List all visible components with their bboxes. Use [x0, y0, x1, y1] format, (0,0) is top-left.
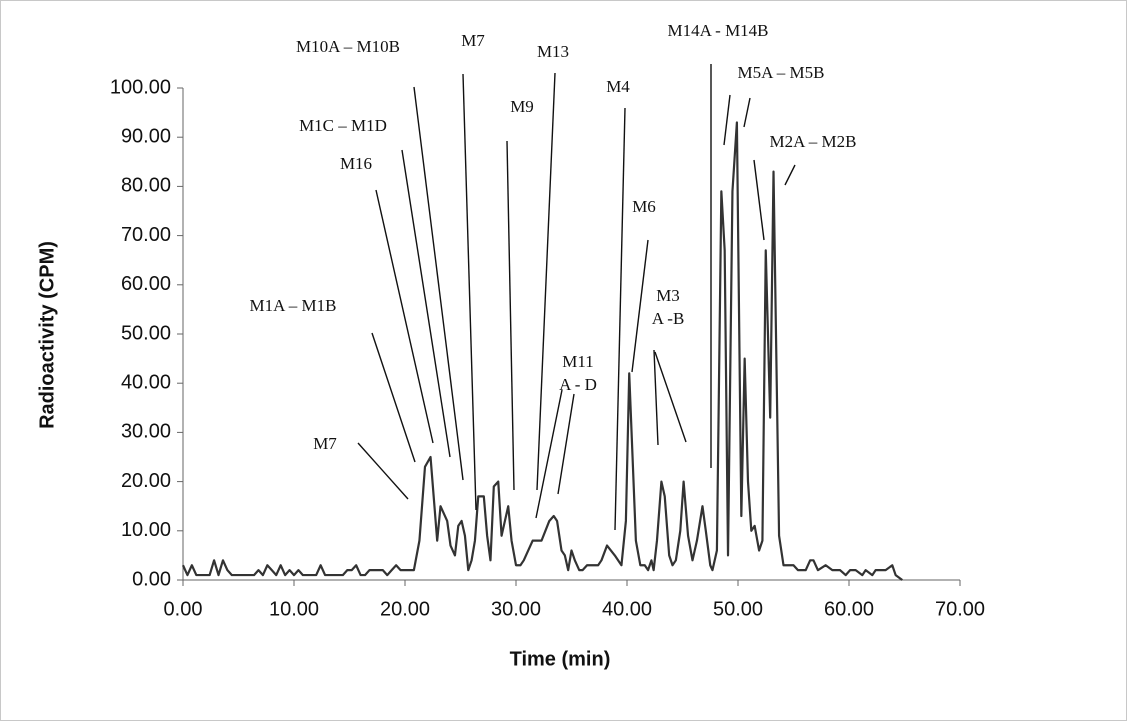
leader-line — [413, 86, 464, 481]
annotation: A -B — [652, 309, 685, 328]
annotation: M1C – M1D — [299, 116, 387, 135]
leader-line — [614, 107, 626, 531]
leader-line — [375, 189, 434, 444]
annotation: M3 — [656, 286, 680, 305]
y-tick-label: 100.00 — [110, 76, 171, 98]
leader-line — [723, 94, 731, 146]
x-tick-label: 50.00 — [713, 598, 763, 620]
annotation: M7 — [461, 31, 485, 50]
y-tick-label: 90.00 — [121, 125, 171, 147]
annotation: M14A - M14B — [667, 21, 768, 40]
annotation: M10A – M10B — [296, 37, 400, 56]
annotation: M4 — [606, 77, 630, 96]
leader-line — [784, 164, 796, 186]
leader-line — [462, 73, 477, 511]
leader-line — [557, 393, 575, 495]
x-tick-label: 70.00 — [935, 598, 985, 620]
annotation: M7 — [313, 434, 337, 453]
data-line — [181, 121, 903, 581]
annotation: A - D — [559, 375, 597, 394]
y-tick-label: 60.00 — [121, 273, 171, 295]
x-tick-label: 10.00 — [269, 598, 319, 620]
leader-line — [506, 140, 515, 491]
annotation: M5A – M5B — [738, 63, 825, 82]
leader-line — [357, 442, 409, 500]
x-tick-label: 0.00 — [164, 598, 203, 620]
leader-line — [631, 239, 649, 373]
annotation: M2A – M2B — [770, 132, 857, 151]
annotation: M1A – M1B — [250, 296, 337, 315]
x-tick-label: 60.00 — [824, 598, 874, 620]
y-tick-label: 70.00 — [121, 224, 171, 246]
leader-line — [535, 389, 563, 519]
leader-line — [743, 97, 751, 128]
y-tick-label: 10.00 — [121, 519, 171, 541]
annotation: M9 — [510, 97, 534, 116]
leader-line — [653, 349, 659, 446]
leader-line — [371, 332, 416, 463]
y-axis-title: Radioactivity (CPM) — [36, 241, 58, 429]
annotation: M6 — [632, 197, 656, 216]
annotation: M11 — [562, 352, 594, 371]
y-tick-label: 30.00 — [121, 421, 171, 443]
x-tick-label: 40.00 — [602, 598, 652, 620]
x-tick-label: 30.00 — [491, 598, 541, 620]
y-tick-label: 20.00 — [121, 470, 171, 492]
annotation: M13 — [537, 42, 569, 61]
annotation: M16 — [340, 154, 372, 173]
y-tick-label: 50.00 — [121, 322, 171, 344]
y-tick-label: 0.00 — [132, 568, 171, 590]
leader-line — [654, 351, 687, 443]
y-tick-label: 80.00 — [121, 175, 171, 197]
leader-line — [401, 149, 451, 458]
leader-line — [753, 159, 765, 241]
x-tick-label: 20.00 — [380, 598, 430, 620]
y-tick-label: 40.00 — [121, 371, 171, 393]
x-axis-title: Time (min) — [510, 648, 611, 670]
leader-line — [536, 72, 556, 491]
